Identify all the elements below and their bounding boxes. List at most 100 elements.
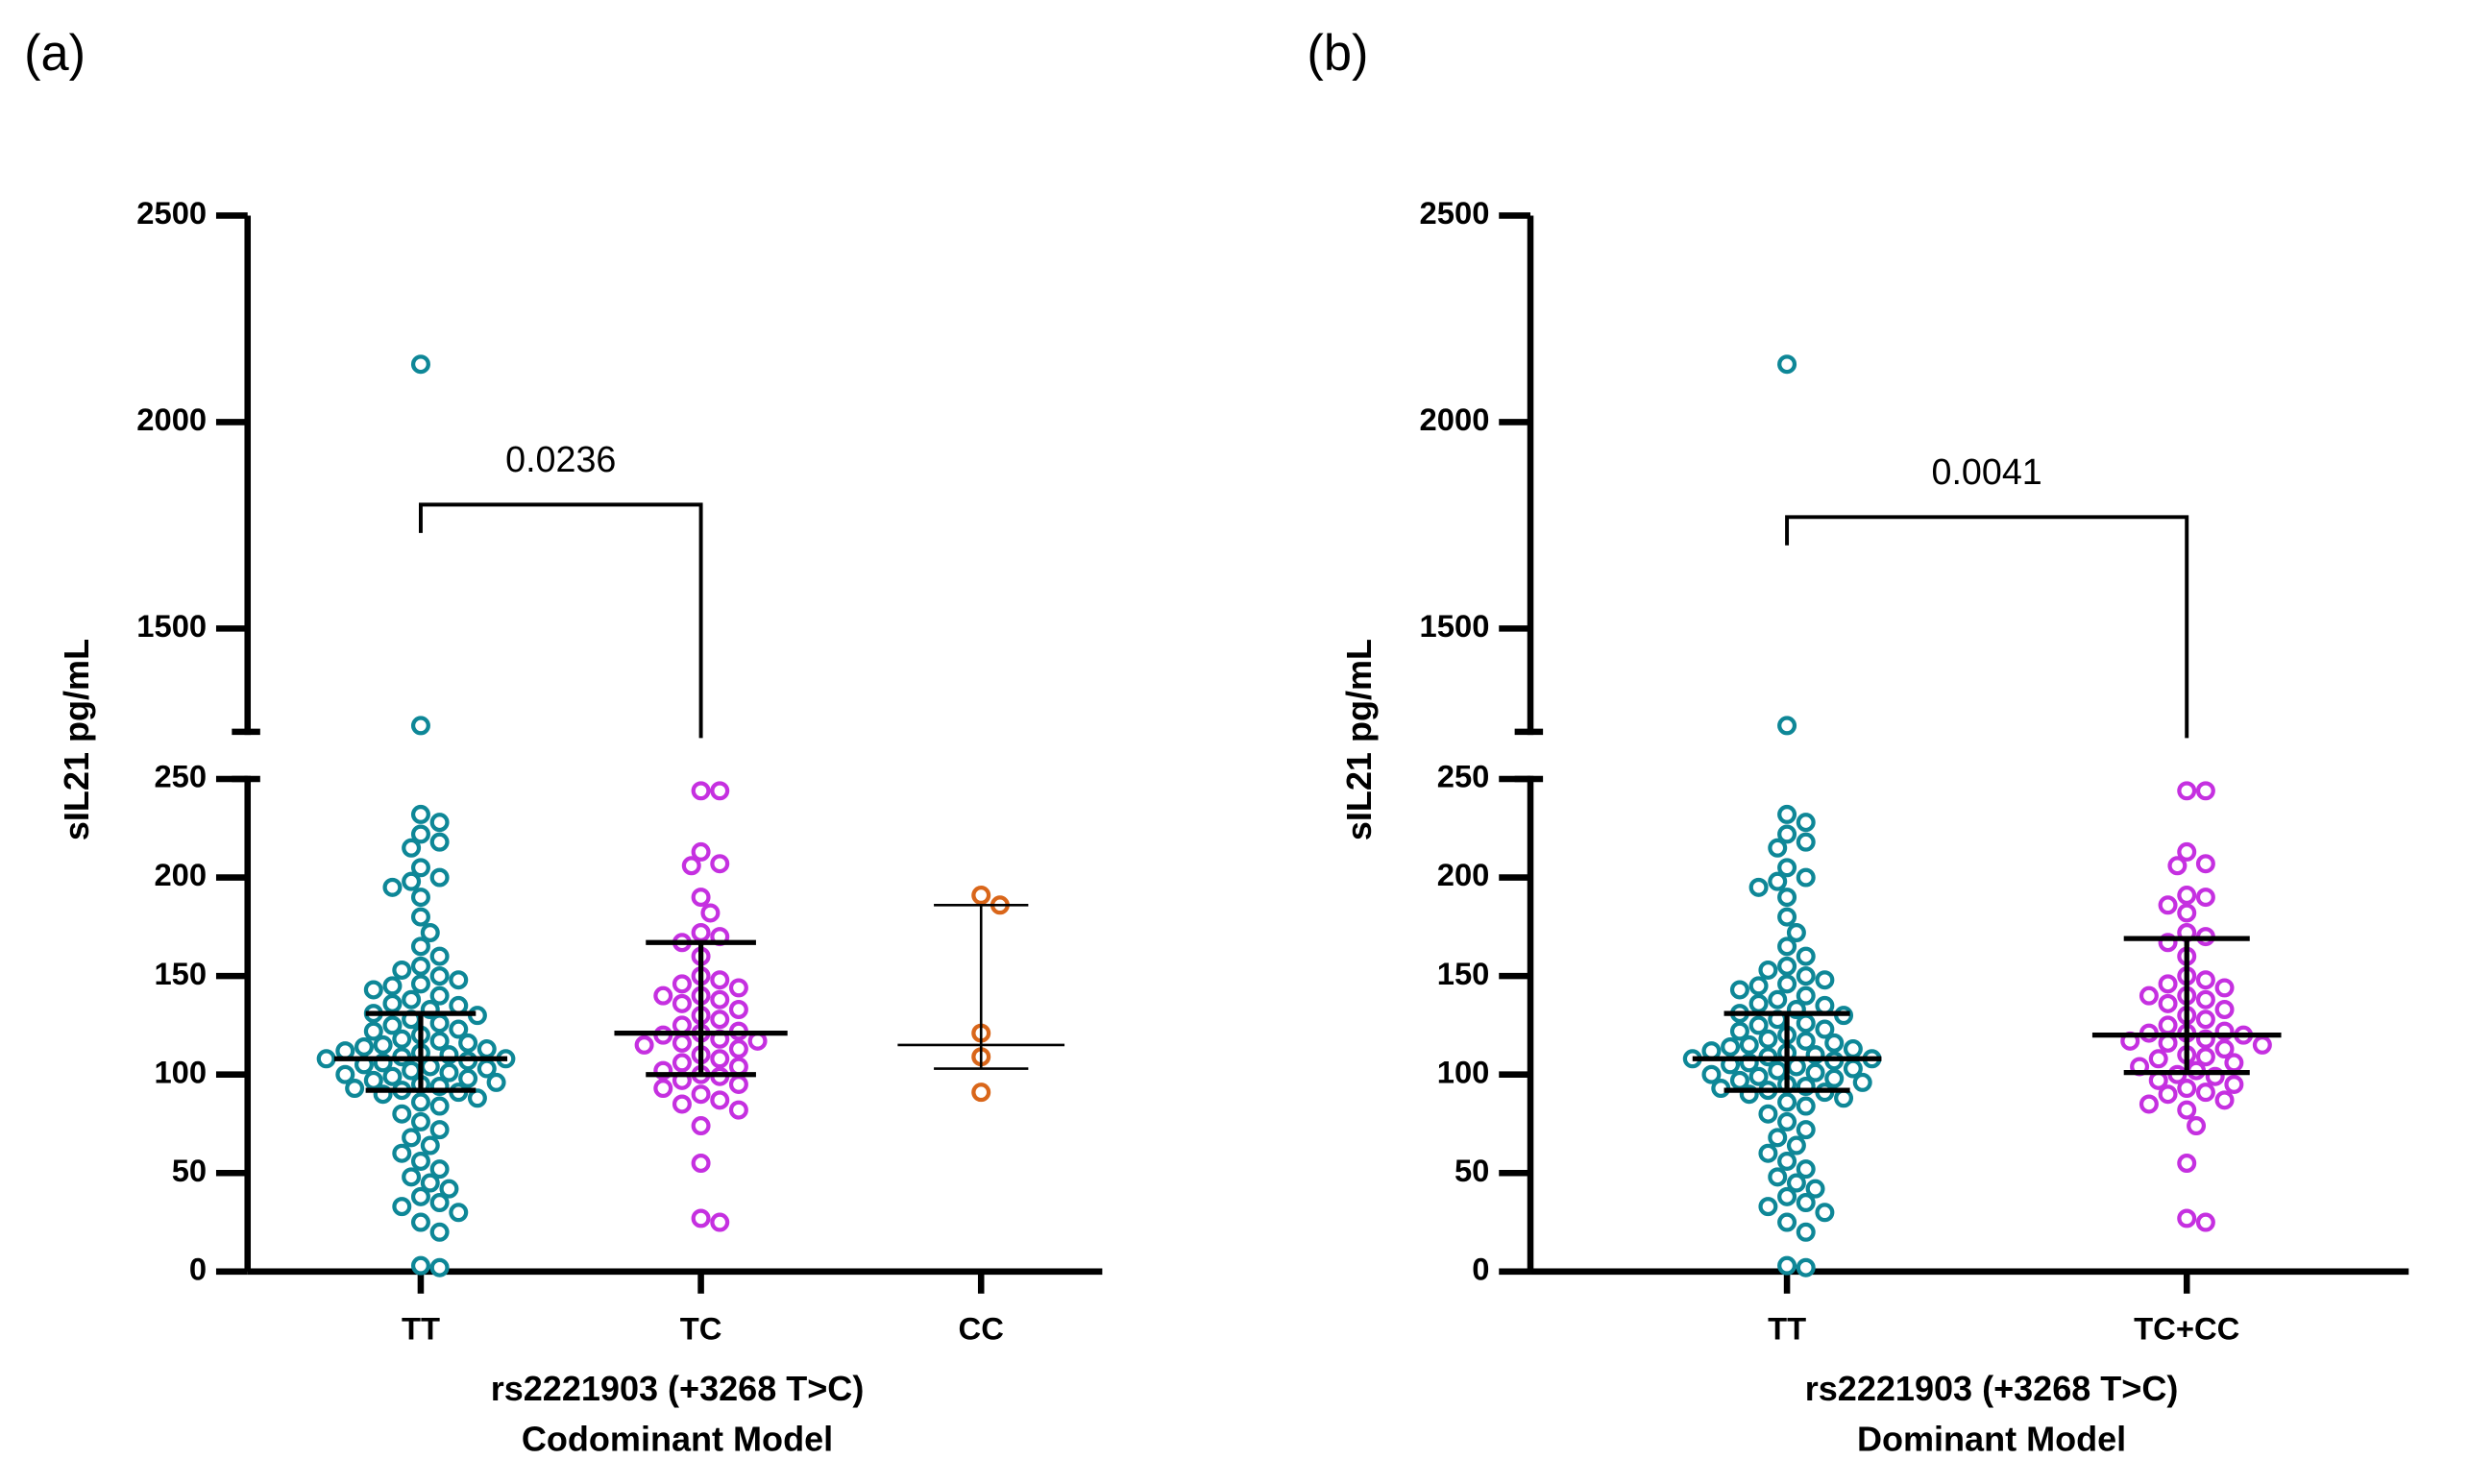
data-point (1786, 1057, 1806, 1077)
data-point (2195, 854, 2215, 874)
x-tick-label: TT (1768, 1311, 1806, 1347)
data-point (1758, 960, 1778, 980)
data-point (672, 1053, 692, 1073)
y-tick-label: 1500 (1420, 608, 1490, 644)
data-point (1777, 354, 1797, 375)
data-point (2177, 781, 2197, 801)
data-point (420, 1135, 440, 1156)
data-point (2224, 1074, 2244, 1094)
data-point (1796, 1096, 1816, 1116)
y-tick-label: 50 (1455, 1153, 1489, 1188)
data-point (2214, 1000, 2235, 1019)
data-point (1815, 1019, 1835, 1039)
data-point (429, 1096, 450, 1116)
data-point (1824, 1068, 1845, 1088)
data-point (2177, 1208, 2197, 1229)
data-point (2177, 841, 2197, 862)
data-point (2167, 856, 2188, 876)
y-tick-label: 100 (154, 1054, 207, 1089)
data-point (728, 1057, 748, 1077)
y-tick-label: 150 (154, 956, 207, 991)
y-tick-label: 0 (1472, 1251, 1489, 1286)
data-point (2139, 1094, 2159, 1114)
data-point (1834, 1088, 1854, 1108)
data-point (971, 886, 991, 906)
data-point (449, 995, 469, 1015)
data-point (691, 923, 711, 942)
y-tick-label: 250 (1437, 759, 1490, 794)
data-point (392, 1029, 412, 1049)
data-point (392, 1197, 412, 1217)
y-tick-label: 2500 (1420, 195, 1490, 231)
x-tick-label: TT (402, 1311, 440, 1347)
data-point (2195, 1047, 2215, 1067)
data-point (710, 989, 730, 1010)
data-point (429, 1013, 450, 1034)
data-point (1721, 1036, 1741, 1057)
data-point (691, 781, 711, 801)
y-axis-title: sIL21 pg/mL (57, 639, 96, 840)
data-point (335, 1064, 355, 1084)
data-point (2187, 1116, 2207, 1136)
data-point (672, 1015, 692, 1035)
data-point (2195, 1212, 2215, 1232)
data-point (1796, 1257, 1816, 1277)
data-point (382, 1066, 403, 1086)
data-point (1805, 1179, 1825, 1199)
data-point (410, 716, 430, 736)
data-point (420, 1057, 440, 1077)
data-point (439, 1062, 459, 1083)
data-point (2177, 886, 2197, 906)
data-point (439, 1179, 459, 1199)
data-point (634, 1034, 654, 1055)
data-point (449, 1019, 469, 1039)
data-point (1815, 995, 1835, 1015)
data-point (1796, 867, 1816, 888)
x-axis-title: rs2221903 (+3268 T>C) (1805, 1369, 2179, 1408)
data-point (402, 1128, 422, 1148)
data-point (1777, 907, 1797, 927)
data-point (728, 1100, 748, 1120)
data-point (747, 1031, 768, 1051)
data-point (429, 813, 450, 833)
data-point (2214, 1090, 2235, 1110)
data-point (429, 832, 450, 852)
data-point (1758, 1104, 1778, 1124)
data-point (449, 970, 469, 990)
data-point (402, 1167, 422, 1187)
data-point (1796, 1031, 1816, 1051)
data-point (2195, 1083, 2215, 1103)
data-point (2177, 1100, 2197, 1120)
data-point (1786, 1173, 1806, 1193)
data-point (1786, 923, 1806, 942)
data-point (710, 970, 730, 990)
data-point (2252, 1034, 2272, 1055)
data-point (710, 854, 730, 874)
data-point (2177, 1154, 2197, 1173)
data-point (410, 354, 430, 375)
panel-label: (a) (24, 26, 86, 82)
data-point (1748, 993, 1769, 1013)
data-point (691, 888, 711, 908)
data-point (410, 1255, 430, 1276)
data-point (410, 956, 430, 976)
data-point (1796, 1013, 1816, 1034)
data-point (2195, 781, 2215, 801)
data-point (382, 877, 403, 897)
data-point (410, 804, 430, 824)
data-point (363, 980, 383, 1000)
data-point (1824, 1033, 1845, 1053)
data-point (392, 1104, 412, 1124)
x-axis-title: Dominant Model (1857, 1419, 2126, 1458)
data-point (1796, 966, 1816, 986)
data-point (1796, 1222, 1816, 1242)
data-point (410, 937, 430, 957)
data-point (429, 966, 450, 986)
data-point (1796, 813, 1816, 833)
data-point (410, 858, 430, 878)
data-point (429, 1159, 450, 1180)
comparison-bracket (1785, 515, 2189, 739)
x-axis-title: rs2221903 (+3268 T>C) (491, 1369, 865, 1408)
data-point (1777, 1212, 1797, 1232)
